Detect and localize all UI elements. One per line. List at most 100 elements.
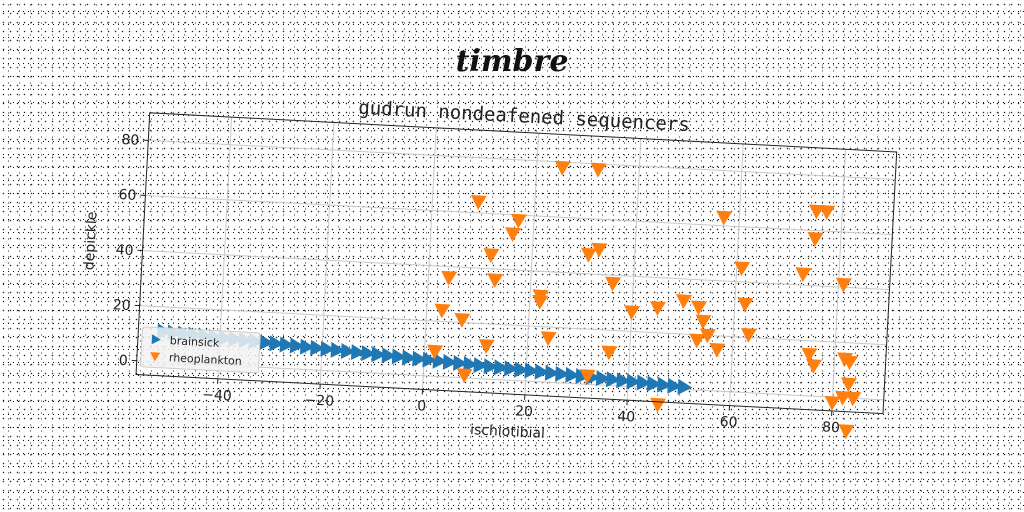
brainsick-point bbox=[483, 358, 499, 375]
rheoplankton-point bbox=[591, 242, 608, 258]
rheoplankton-point bbox=[691, 300, 708, 316]
rheoplankton-point bbox=[819, 205, 836, 220]
x-tick-label: −20 bbox=[304, 392, 334, 410]
tick-layer: −40 −20 0 20 40 60 80 0 20 40 60 80 bbox=[112, 132, 840, 436]
rheoplankton-point bbox=[579, 369, 596, 385]
rheoplankton-point bbox=[806, 358, 822, 374]
brainsick-point bbox=[361, 345, 376, 362]
y-tick-label: 0 bbox=[118, 353, 128, 369]
rheoplankton-point bbox=[470, 195, 487, 210]
brainsick-point bbox=[504, 360, 519, 377]
brainsick-point bbox=[616, 372, 632, 389]
rheoplankton-point bbox=[689, 333, 706, 349]
rheoplankton-point bbox=[650, 301, 666, 316]
brainsick-point bbox=[555, 365, 570, 382]
rheoplankton-point bbox=[590, 162, 607, 178]
brainsick-point bbox=[320, 340, 336, 357]
rheoplankton-point bbox=[716, 210, 733, 226]
brainsick-point bbox=[412, 350, 427, 367]
rheoplankton-point bbox=[434, 303, 451, 319]
rheoplankton-point bbox=[840, 377, 857, 393]
rheoplankton-point bbox=[845, 391, 862, 407]
rheoplankton-point bbox=[734, 261, 751, 277]
rheoplankton-point bbox=[487, 273, 504, 289]
brainsick-point bbox=[422, 351, 438, 368]
legend-label: brainsick bbox=[169, 334, 220, 350]
brainsick-point bbox=[350, 344, 366, 361]
brainsick-point bbox=[524, 362, 540, 379]
x-gridline bbox=[422, 127, 437, 390]
brainsick-point bbox=[289, 337, 305, 354]
y-tick-label: 80 bbox=[121, 132, 140, 149]
brainsick-point bbox=[575, 367, 591, 384]
brainsick-point bbox=[646, 375, 662, 392]
brainsick-point bbox=[381, 347, 397, 364]
brainsick-point bbox=[514, 361, 530, 378]
series-layer bbox=[157, 160, 862, 440]
rheoplankton-point bbox=[676, 294, 693, 309]
brainsick-point bbox=[259, 334, 274, 351]
brainsick-point bbox=[626, 373, 642, 390]
rheoplankton-point bbox=[532, 294, 549, 310]
brainsick-point bbox=[432, 352, 448, 369]
rheoplankton-point bbox=[427, 344, 444, 360]
y-tick-label: 40 bbox=[115, 242, 134, 259]
rheoplankton-point bbox=[601, 345, 618, 361]
brainsick-point bbox=[677, 378, 693, 395]
x-tick-label: 60 bbox=[719, 414, 738, 431]
brainsick-point bbox=[279, 336, 295, 353]
rheoplankton-point bbox=[801, 347, 818, 363]
x-tick-label: 0 bbox=[417, 398, 427, 414]
x-axis-label: ischiotibial bbox=[470, 422, 546, 442]
brainsick-point bbox=[667, 377, 683, 394]
rheoplankton-point bbox=[624, 305, 641, 321]
plot-frame bbox=[135, 112, 898, 415]
brainsick-point bbox=[401, 349, 417, 366]
y-gridline bbox=[139, 305, 887, 346]
brainsick-point bbox=[310, 339, 325, 356]
brainsick-point bbox=[473, 357, 489, 374]
y-gridline bbox=[142, 250, 890, 291]
brainsick-point bbox=[269, 335, 285, 352]
rheoplankton-point bbox=[454, 312, 471, 328]
brainsick-point bbox=[442, 353, 458, 370]
rheoplankton-point bbox=[650, 397, 667, 413]
rheoplankton-point bbox=[554, 160, 571, 176]
brainsick-point bbox=[453, 354, 468, 371]
rheoplankton-point bbox=[709, 342, 726, 358]
chart-title: gudrun nondeafened sequencers bbox=[358, 97, 690, 136]
brainsick-point bbox=[544, 364, 560, 381]
brainsick-point bbox=[595, 370, 611, 387]
rheoplankton-point bbox=[740, 327, 757, 343]
brainsick-point bbox=[371, 346, 387, 363]
x-tick-label: 20 bbox=[515, 403, 534, 420]
rheoplankton-point bbox=[835, 277, 852, 293]
brainsick-point bbox=[534, 363, 550, 380]
brainsick-point bbox=[330, 341, 346, 358]
rheoplankton-point bbox=[795, 267, 812, 283]
rheoplankton-point bbox=[699, 328, 716, 344]
x-tick-label: 40 bbox=[617, 409, 636, 426]
x-gridline bbox=[626, 138, 642, 401]
legend-marker bbox=[151, 334, 161, 345]
rheoplankton-point bbox=[842, 355, 859, 371]
rheoplankton-point bbox=[580, 247, 597, 263]
brainsick-point bbox=[391, 348, 407, 365]
brainsick-point bbox=[463, 356, 479, 373]
brainsick-point bbox=[565, 366, 581, 383]
x-gridline bbox=[729, 143, 744, 406]
rheoplankton-point bbox=[441, 270, 458, 286]
brainsick-point bbox=[299, 338, 315, 355]
brainsick-point bbox=[493, 359, 509, 376]
brainsick-point bbox=[636, 374, 652, 391]
brainsick-point bbox=[657, 376, 672, 393]
rheoplankton-point bbox=[505, 227, 522, 243]
rheoplankton-point bbox=[824, 395, 841, 411]
legend-marker bbox=[150, 352, 161, 362]
series-rheoplankton bbox=[427, 160, 862, 440]
x-gridline bbox=[524, 133, 540, 395]
rheoplankton-point bbox=[456, 368, 473, 384]
legend-box bbox=[140, 326, 261, 374]
